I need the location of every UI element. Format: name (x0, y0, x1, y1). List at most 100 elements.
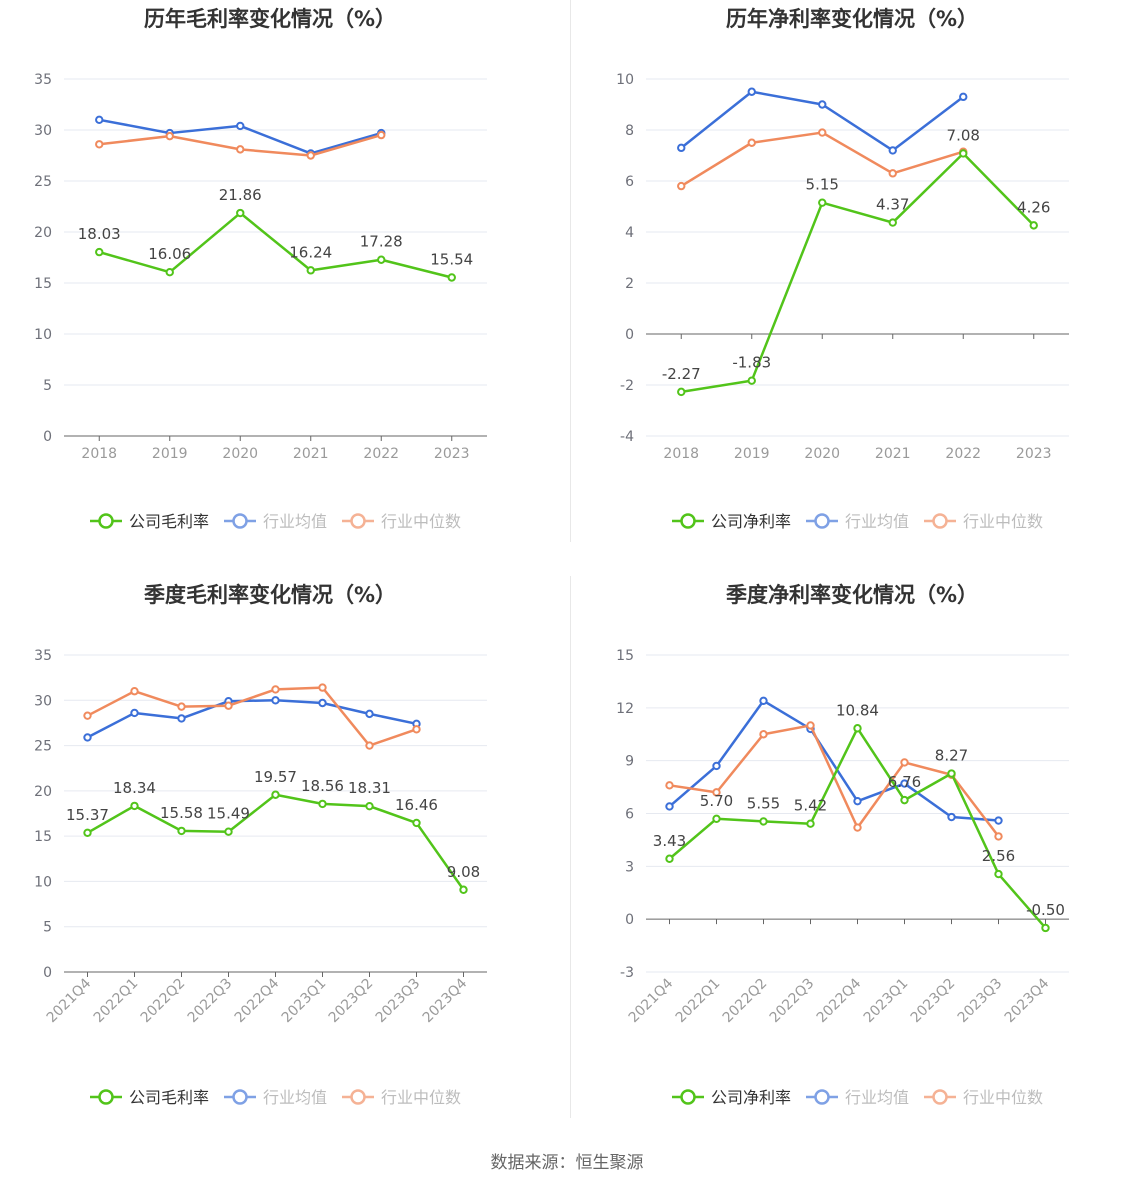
y-tick-label: 10 (34, 327, 52, 343)
data-label: 2.56 (982, 847, 1015, 865)
data-label: -0.50 (1026, 901, 1065, 919)
data-point (1029, 221, 1038, 230)
y-tick-label: -3 (620, 965, 634, 981)
data-point (95, 247, 104, 257)
series-line-average (86, 699, 417, 739)
legend-label: 公司净利率 (711, 512, 791, 531)
data-point (900, 779, 909, 788)
data-point (994, 869, 1003, 879)
x-tick-label: 2020 (222, 446, 258, 462)
x-tick-label: 2021Q4 (44, 975, 95, 1026)
data-point (665, 802, 674, 811)
data-label: 15.58 (160, 804, 203, 822)
data-point (959, 92, 968, 102)
data-point (665, 781, 674, 790)
data-label: 15.54 (430, 250, 473, 268)
data-point (306, 266, 315, 275)
y-tick-label: 30 (34, 693, 52, 709)
data-point (759, 817, 768, 826)
data-point (747, 376, 756, 385)
data-point (677, 181, 686, 191)
data-point (224, 827, 233, 836)
data-point (306, 151, 315, 160)
data-label: 17.28 (360, 233, 403, 251)
data-point (459, 885, 468, 894)
data-label: 8.27 (935, 747, 968, 765)
x-tick-label: 2018 (81, 446, 117, 462)
data-point (806, 721, 815, 730)
chart-title: 历年净利率变化情况（%） (726, 7, 978, 31)
x-tick-label: 2023Q3 (373, 976, 424, 1027)
data-label: 10.84 (836, 701, 879, 719)
data-point (365, 801, 374, 811)
series-line-average (668, 699, 999, 822)
legend-marker (232, 513, 248, 529)
data-point (1041, 923, 1050, 933)
chart-title: 季度净利率变化情况（%） (726, 583, 978, 607)
legend-marker (98, 513, 114, 529)
x-tick-label: 2022Q4 (232, 975, 283, 1026)
legend-label: 行业中位数 (381, 512, 461, 531)
legend-marker (98, 1089, 114, 1105)
data-source-note: 数据来源：恒生聚源 (490, 1153, 644, 1173)
x-tick-label: 2021Q4 (626, 975, 677, 1026)
y-tick-label: -2 (620, 378, 634, 394)
data-point (271, 685, 280, 694)
y-tick-label: 15 (616, 648, 634, 664)
x-tick-label: 2023Q2 (326, 976, 377, 1027)
y-tick-label: 15 (34, 276, 52, 292)
data-point (759, 730, 768, 739)
data-label: 4.26 (1017, 198, 1050, 216)
data-point (318, 799, 327, 809)
y-tick-label: 0 (43, 429, 52, 445)
data-label: 18.03 (78, 225, 121, 243)
data-point (853, 724, 862, 733)
data-point (165, 267, 174, 277)
data-point (806, 819, 815, 828)
data-point (130, 687, 139, 696)
legend-item: 行业中位数 (342, 1088, 461, 1107)
x-tick-label: 2023 (1016, 446, 1052, 462)
data-label: 6.76 (888, 773, 921, 791)
legend-label: 行业中位数 (381, 1088, 461, 1107)
data-point (853, 823, 862, 832)
legend-label: 公司毛利率 (129, 1088, 209, 1107)
data-point (759, 696, 768, 705)
panel-divider-bottom (570, 576, 571, 1118)
legend-label: 公司毛利率 (129, 512, 209, 531)
legend-label: 行业均值 (845, 1088, 909, 1107)
data-point (271, 790, 280, 799)
data-point (959, 149, 968, 158)
legend-item: 行业均值 (806, 1088, 909, 1107)
x-tick-label: 2022Q1 (673, 976, 724, 1027)
x-tick-label: 2022Q4 (814, 975, 865, 1026)
legend-item: 公司净利率 (672, 1088, 791, 1107)
x-tick-label: 2023Q3 (955, 976, 1006, 1027)
data-point (994, 832, 1003, 841)
data-label: 18.56 (301, 777, 344, 795)
y-tick-label: 0 (625, 327, 634, 343)
legend-marker (814, 513, 830, 529)
data-point (888, 169, 897, 178)
y-tick-label: 5 (43, 920, 52, 936)
data-point (365, 741, 374, 750)
x-tick-label: 2022 (363, 446, 399, 462)
panel-divider-top (570, 0, 571, 542)
legend-marker (232, 1089, 248, 1105)
legend-label: 行业中位数 (963, 1088, 1043, 1107)
data-label: 16.46 (395, 796, 438, 814)
x-tick-label: 2019 (152, 446, 188, 462)
legend-marker (350, 1089, 366, 1105)
data-point (677, 387, 686, 397)
data-point (665, 854, 674, 863)
data-point (365, 709, 374, 719)
data-point (236, 121, 245, 131)
data-label: 5.42 (794, 797, 827, 815)
data-point (83, 828, 92, 837)
chart-1: 历年毛利率变化情况（%） 0 5 10 15 20 25 30 35 2018 2019 2020 20… (34, 7, 487, 531)
data-point (818, 198, 827, 207)
data-label: 7.08 (947, 126, 980, 144)
legend-marker (932, 1089, 948, 1105)
legend-label: 行业均值 (263, 512, 327, 531)
data-label: 5.15 (806, 176, 839, 194)
